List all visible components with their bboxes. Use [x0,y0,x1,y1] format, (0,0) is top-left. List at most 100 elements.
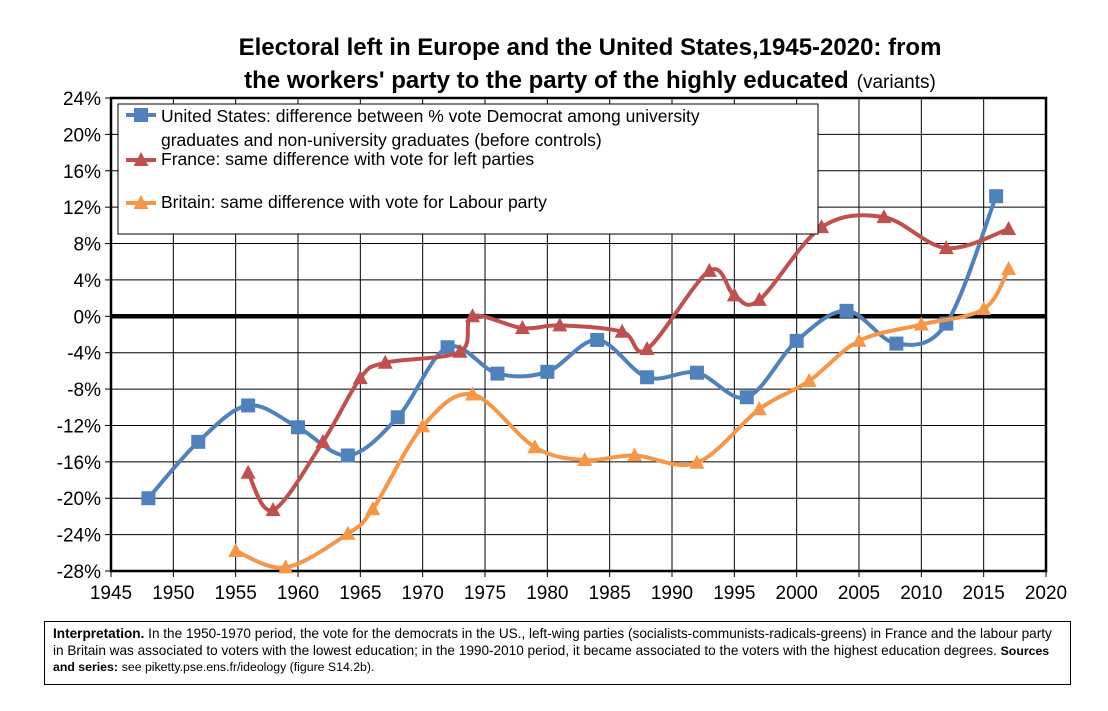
x-tick-label: 1990 [651,583,693,604]
data-point-france [876,209,892,224]
data-point-us [839,303,854,318]
data-point-us [490,366,505,381]
plot-frame [109,96,1048,573]
data-point-us [889,336,904,351]
y-tick-label: -20% [57,489,101,510]
data-point-france [726,287,742,302]
x-tick-label: 2010 [900,583,942,604]
data-point-france [465,308,481,323]
data-point-britain [228,542,244,557]
data-point-britain [577,452,593,467]
legend: United States: difference between % vote… [117,103,819,235]
data-point-france [701,262,717,277]
legend-marker-britain [133,195,149,209]
data-point-britain [340,525,356,540]
y-tick-label: -12% [57,416,101,437]
x-tick-label: 1950 [152,583,194,604]
data-point-france [352,370,368,385]
data-point-france [377,354,393,369]
data-point-us [689,365,704,380]
data-point-france [240,464,256,479]
x-tick-label: 2020 [1025,583,1067,604]
y-tick-label: 4% [74,271,102,292]
x-tick-label: 2015 [963,583,1005,604]
legend-label-us-line2: graduates and non-university graduates (… [161,130,602,150]
data-point-france [514,320,530,335]
data-point-us [440,340,455,355]
data-point-britain [751,401,767,416]
x-tick-label: 1995 [713,583,755,604]
data-point-us [390,410,405,425]
data-point-britain [851,332,867,347]
y-tick-label: 8% [74,235,102,256]
series-britain [228,261,1017,574]
data-point-us [540,364,555,379]
x-tick-label: 1945 [90,583,132,604]
y-tick-label: 20% [63,125,101,146]
note-text: In the 1950-1970 period, the vote for th… [53,626,1052,658]
x-tick-label: 1975 [464,583,506,604]
series-france [240,209,1017,517]
data-point-britain [415,418,431,433]
data-point-us [340,448,355,463]
chart-title-variant: (variants) [857,72,936,93]
data-point-us [291,420,305,435]
data-point-britain [801,372,817,387]
chart-title-line2: the workers' party to the party of the h… [244,67,936,94]
series-line-us [146,194,999,501]
y-tick-label: -24% [57,526,101,547]
legend-label-france: France: same difference with vote for le… [161,149,534,169]
data-point-us [191,434,206,449]
data-point-france [315,433,331,448]
note-sources-label: Sources and series: [53,643,1050,675]
data-point-us [141,491,156,506]
data-point-us [640,370,655,385]
y-tick-label: -28% [57,562,101,583]
x-tick-label: 1955 [215,583,257,604]
series-layer [141,189,1017,574]
data-point-britain [976,301,992,316]
data-point-france [751,291,767,306]
data-point-us [989,189,1004,204]
x-tick-label: 1960 [277,583,319,604]
data-point-us [590,332,605,347]
y-tick-label: -8% [67,380,101,401]
y-tick-label: 16% [63,162,101,183]
data-point-france [552,317,568,332]
legend-marker-france [133,152,149,166]
x-tick-label: 2005 [838,583,880,604]
legend-keys [126,108,156,209]
legend-box [117,103,819,235]
data-point-us [241,398,256,413]
x-tick-label: 2000 [776,583,818,604]
legend-label-us-line1: United States: difference between % vote… [161,106,700,126]
x-tick-label: 1980 [526,583,568,604]
data-point-france [639,341,655,356]
note-label: Interpretation. [53,626,145,641]
y-tick-label: 0% [74,307,102,328]
y-tick-label: -4% [67,344,101,365]
chart-title-line1: Electoral left in Europe and the United … [239,34,942,61]
data-point-britain [689,454,705,469]
axes: -28% -24% -20% -16% -12% -8% -4% 0% 4% 8% 12% 16% 20… [57,89,1068,604]
series-line-france [246,213,1011,513]
data-point-britain [465,386,481,401]
data-point-france [938,240,954,255]
series-line-britain [233,267,1011,570]
data-point-france [614,323,630,338]
data-point-france [1001,220,1017,235]
x-tick-label: 1970 [402,583,444,604]
data-point-britain [278,559,294,574]
y-tick-label: -16% [57,453,101,474]
data-point-france [452,343,468,358]
data-point-britain [913,316,929,331]
legend-label-britain: Britain: same difference with vote for L… [161,192,547,212]
data-point-britain [1001,261,1017,276]
x-tick-label: 1965 [339,583,381,604]
x-tick-label: 1985 [589,583,631,604]
note-sources-text: see piketty.pse.ens.fr/ideology (figure … [121,660,375,674]
y-tick-label: 12% [63,198,101,219]
data-point-france [265,502,281,517]
data-point-britain [527,439,543,454]
